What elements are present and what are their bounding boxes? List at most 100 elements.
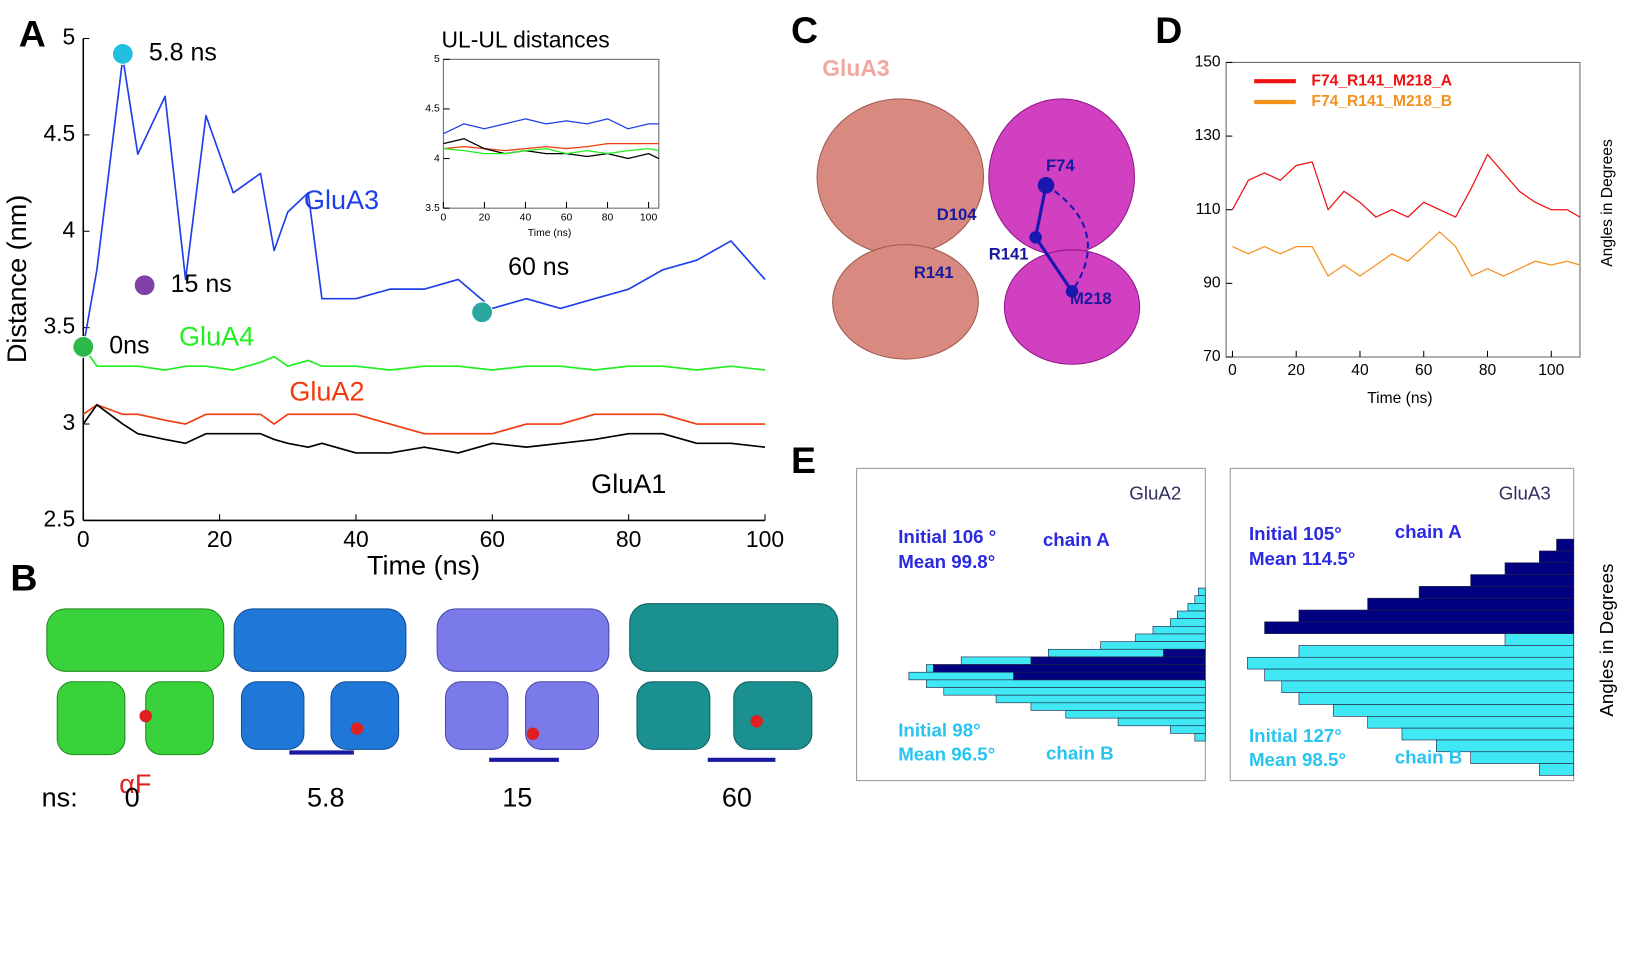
y-axis-label: Distance (nm) xyxy=(2,195,32,363)
frame-prefix: ns: xyxy=(42,782,78,812)
angle-note: Mean 114.5° xyxy=(1249,548,1355,569)
chain-label: chain B xyxy=(1046,743,1114,764)
histogram-bar xyxy=(1281,680,1575,694)
histogram-bar xyxy=(1367,716,1575,729)
angle-note: Mean 98.5° xyxy=(1249,749,1346,770)
series-line xyxy=(443,143,659,152)
x-axis-label: Time (ns) xyxy=(528,228,571,239)
y-tick-label: 150 xyxy=(1195,54,1221,71)
panel-letter: D xyxy=(1155,9,1182,51)
histogram-bar xyxy=(1298,645,1575,658)
y-tick-label: 70 xyxy=(1203,348,1221,365)
y-tick-label: 5 xyxy=(434,54,440,65)
series-label: GluA3 xyxy=(304,185,379,215)
chain-label: chain A xyxy=(1395,521,1462,542)
y-tick-label: 4 xyxy=(63,216,76,242)
angle-note: Initial 98° xyxy=(898,720,980,741)
chain-label: chain B xyxy=(1395,747,1463,768)
angle-note: Initial 127° xyxy=(1249,725,1342,746)
histogram-bar xyxy=(1539,763,1575,776)
time-marker xyxy=(111,43,134,65)
y-tick-label: 4.5 xyxy=(425,104,440,115)
chart-title: GluA3 xyxy=(1499,482,1551,503)
y-tick-label: 3.5 xyxy=(425,203,440,214)
histogram-bar xyxy=(1556,538,1575,552)
x-tick-label: 100 xyxy=(640,212,658,223)
y-tick-label: 90 xyxy=(1203,274,1221,291)
residue-label: D104 xyxy=(937,205,978,224)
histogram-bar xyxy=(926,679,1206,688)
histogram-bar xyxy=(1332,704,1575,717)
histogram-bar xyxy=(932,664,1206,673)
legend-label: F74_R141_M218_A xyxy=(1311,72,1452,89)
histogram-bar xyxy=(1504,562,1575,575)
structure-renders xyxy=(46,603,839,762)
histogram-bar xyxy=(1298,609,1575,623)
x-axis-label: Time (ns) xyxy=(1367,390,1432,407)
helix-label: αF xyxy=(119,769,151,799)
x-tick-label: 80 xyxy=(1479,362,1497,379)
time-marker xyxy=(133,274,156,297)
histogram-bar xyxy=(1194,595,1206,604)
series-line xyxy=(1231,153,1581,218)
series-line xyxy=(443,138,660,160)
y-tick-label: 110 xyxy=(1196,201,1221,218)
histogram-bar xyxy=(1100,641,1206,650)
x-tick-label: 80 xyxy=(616,526,641,552)
histogram-bar xyxy=(1264,621,1575,634)
x-tick-label: 60 xyxy=(480,526,505,552)
x-tick-label: 0 xyxy=(1228,362,1237,379)
frame-label: 5.8 xyxy=(307,782,345,812)
histogram-bar xyxy=(1247,656,1575,670)
y-tick-label: 2.5 xyxy=(43,505,75,531)
histogram-bar xyxy=(1030,656,1206,665)
series-label: GluA2 xyxy=(289,377,364,407)
histogram-bar xyxy=(1194,733,1206,742)
panel-letter: E xyxy=(791,439,816,481)
y-tick-label: 4.5 xyxy=(43,120,75,146)
series-label: GluA1 xyxy=(591,469,666,499)
histogram-bar xyxy=(1298,692,1575,705)
histogram-bar xyxy=(1163,648,1206,658)
time-label: 0ns xyxy=(109,332,149,360)
x-tick-label: 100 xyxy=(1538,362,1564,379)
x-tick-label: 60 xyxy=(561,212,573,223)
x-tick-label: 20 xyxy=(207,526,232,552)
series-line xyxy=(443,148,659,155)
residue-label: R141 xyxy=(989,244,1029,263)
plot-frame xyxy=(856,467,1206,782)
panel-letter: A xyxy=(19,12,46,54)
angle-note: Mean 99.8° xyxy=(898,551,995,572)
structure-render xyxy=(816,98,1141,365)
series-line xyxy=(1232,231,1581,277)
time-label: 5.8 ns xyxy=(149,39,217,67)
frame-label: 15 xyxy=(502,782,532,812)
panel-letter: C xyxy=(791,9,818,51)
frame-label: 0 xyxy=(125,782,140,812)
series-line xyxy=(82,346,766,371)
frame-label: 60 xyxy=(722,782,752,812)
x-tick-label: 20 xyxy=(479,212,491,223)
time-marker xyxy=(471,301,494,324)
histogram-bar xyxy=(1177,610,1206,619)
histogram-bar xyxy=(1117,717,1206,727)
y-axis-label: Angles in Degrees xyxy=(1596,564,1617,717)
time-label: 15 ns xyxy=(171,270,232,298)
histogram-bar xyxy=(1367,597,1575,611)
y-tick-label: 3 xyxy=(63,409,76,435)
time-label: 60 ns xyxy=(508,253,569,281)
histogram-bar xyxy=(1187,603,1206,612)
residue-label: M218 xyxy=(1070,289,1112,308)
histogram-bar xyxy=(1470,751,1575,764)
histogram-bar xyxy=(943,687,1206,696)
series-line xyxy=(443,118,659,135)
histogram-bar xyxy=(1013,671,1206,681)
y-tick-label: 5 xyxy=(63,24,76,50)
histogram-bar xyxy=(1418,586,1575,599)
x-tick-label: 60 xyxy=(1415,362,1433,379)
histogram-bar xyxy=(1401,727,1575,741)
angle-note: Initial 106 ° xyxy=(898,526,996,547)
x-axis-label: Time (ns) xyxy=(367,550,480,580)
